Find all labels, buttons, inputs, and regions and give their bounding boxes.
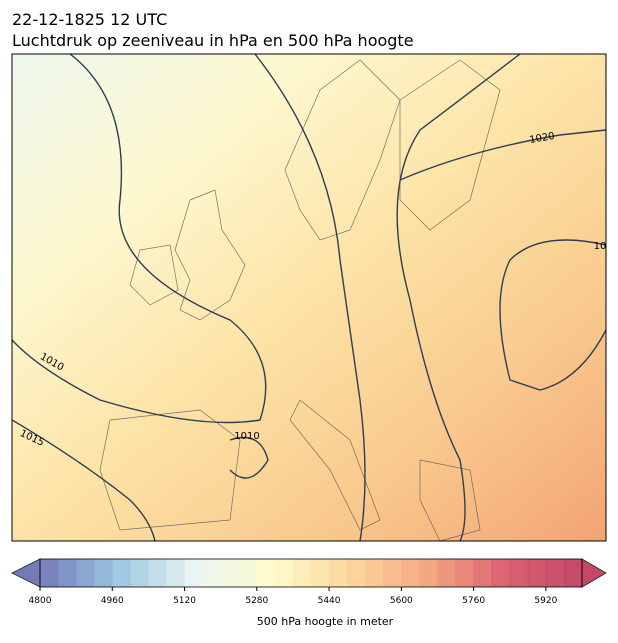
colorbar-segment: [112, 559, 131, 587]
colorbar-segment: [184, 559, 204, 587]
colorbar-segment: [509, 559, 529, 587]
colorbar-tick-label: 5280: [245, 596, 268, 606]
colorbar-segment: [274, 559, 294, 587]
colorbar-tick-label: 5760: [462, 596, 485, 606]
colorbar-segment: [347, 559, 366, 587]
title-line2: Luchtdruk op zeeniveau in hPa en 500 hPa…: [12, 31, 414, 50]
colorbar-segment: [238, 559, 258, 587]
colorbar-segment: [491, 559, 511, 587]
colorbar-segment: [220, 559, 240, 587]
colorbar-extend-high: [581, 558, 607, 588]
colorbar-segment: [455, 559, 475, 587]
colorbar-segment: [130, 559, 149, 587]
colorbar-segment: [311, 559, 330, 587]
colorbar-segment: [473, 559, 493, 587]
map-frame: [11, 53, 607, 542]
colorbar-label: 500 hPa hoogte in meter: [257, 615, 394, 628]
colorbar-segment: [545, 559, 565, 587]
colorbar-segment: [292, 559, 312, 587]
colorbar-segment: [94, 559, 113, 587]
colorbar-segment: [58, 559, 77, 587]
title-line1: 22-12-1825 12 UTC: [12, 10, 167, 29]
colorbar-tick-label: 5120: [173, 596, 196, 606]
colorbar-segment: [527, 559, 547, 587]
contour-label: 1010: [234, 431, 259, 442]
colorbar-extend-low: [11, 558, 41, 588]
colorbar-segment: [166, 559, 186, 587]
colorbar-segment: [563, 559, 583, 587]
colorbar-segment: [76, 559, 95, 587]
colorbar-tick-label: 5920: [534, 596, 557, 606]
contour-label: 10: [594, 241, 607, 252]
colorbar-tick-label: 4960: [101, 596, 124, 606]
colorbar-segment: [329, 559, 348, 587]
colorbar-frame: [39, 558, 583, 588]
colorbar-segment: [383, 559, 402, 587]
contour-label: 1020: [529, 131, 556, 146]
colorbar-segment: [401, 559, 420, 587]
colorbar-tick-label: 4800: [29, 596, 52, 606]
colorbar-segment: [202, 559, 222, 587]
map: [12, 54, 606, 541]
colorbar-segment: [256, 559, 276, 587]
colorbar-segment: [419, 559, 438, 587]
colorbar-tick-label: 5440: [318, 596, 341, 606]
colorbar-tick-label: 5600: [390, 596, 413, 606]
colorbar-segment: [148, 559, 167, 587]
colorbar-segment: [437, 559, 457, 587]
colorbar-segment: [40, 559, 59, 587]
colorbar-segment: [365, 559, 384, 587]
